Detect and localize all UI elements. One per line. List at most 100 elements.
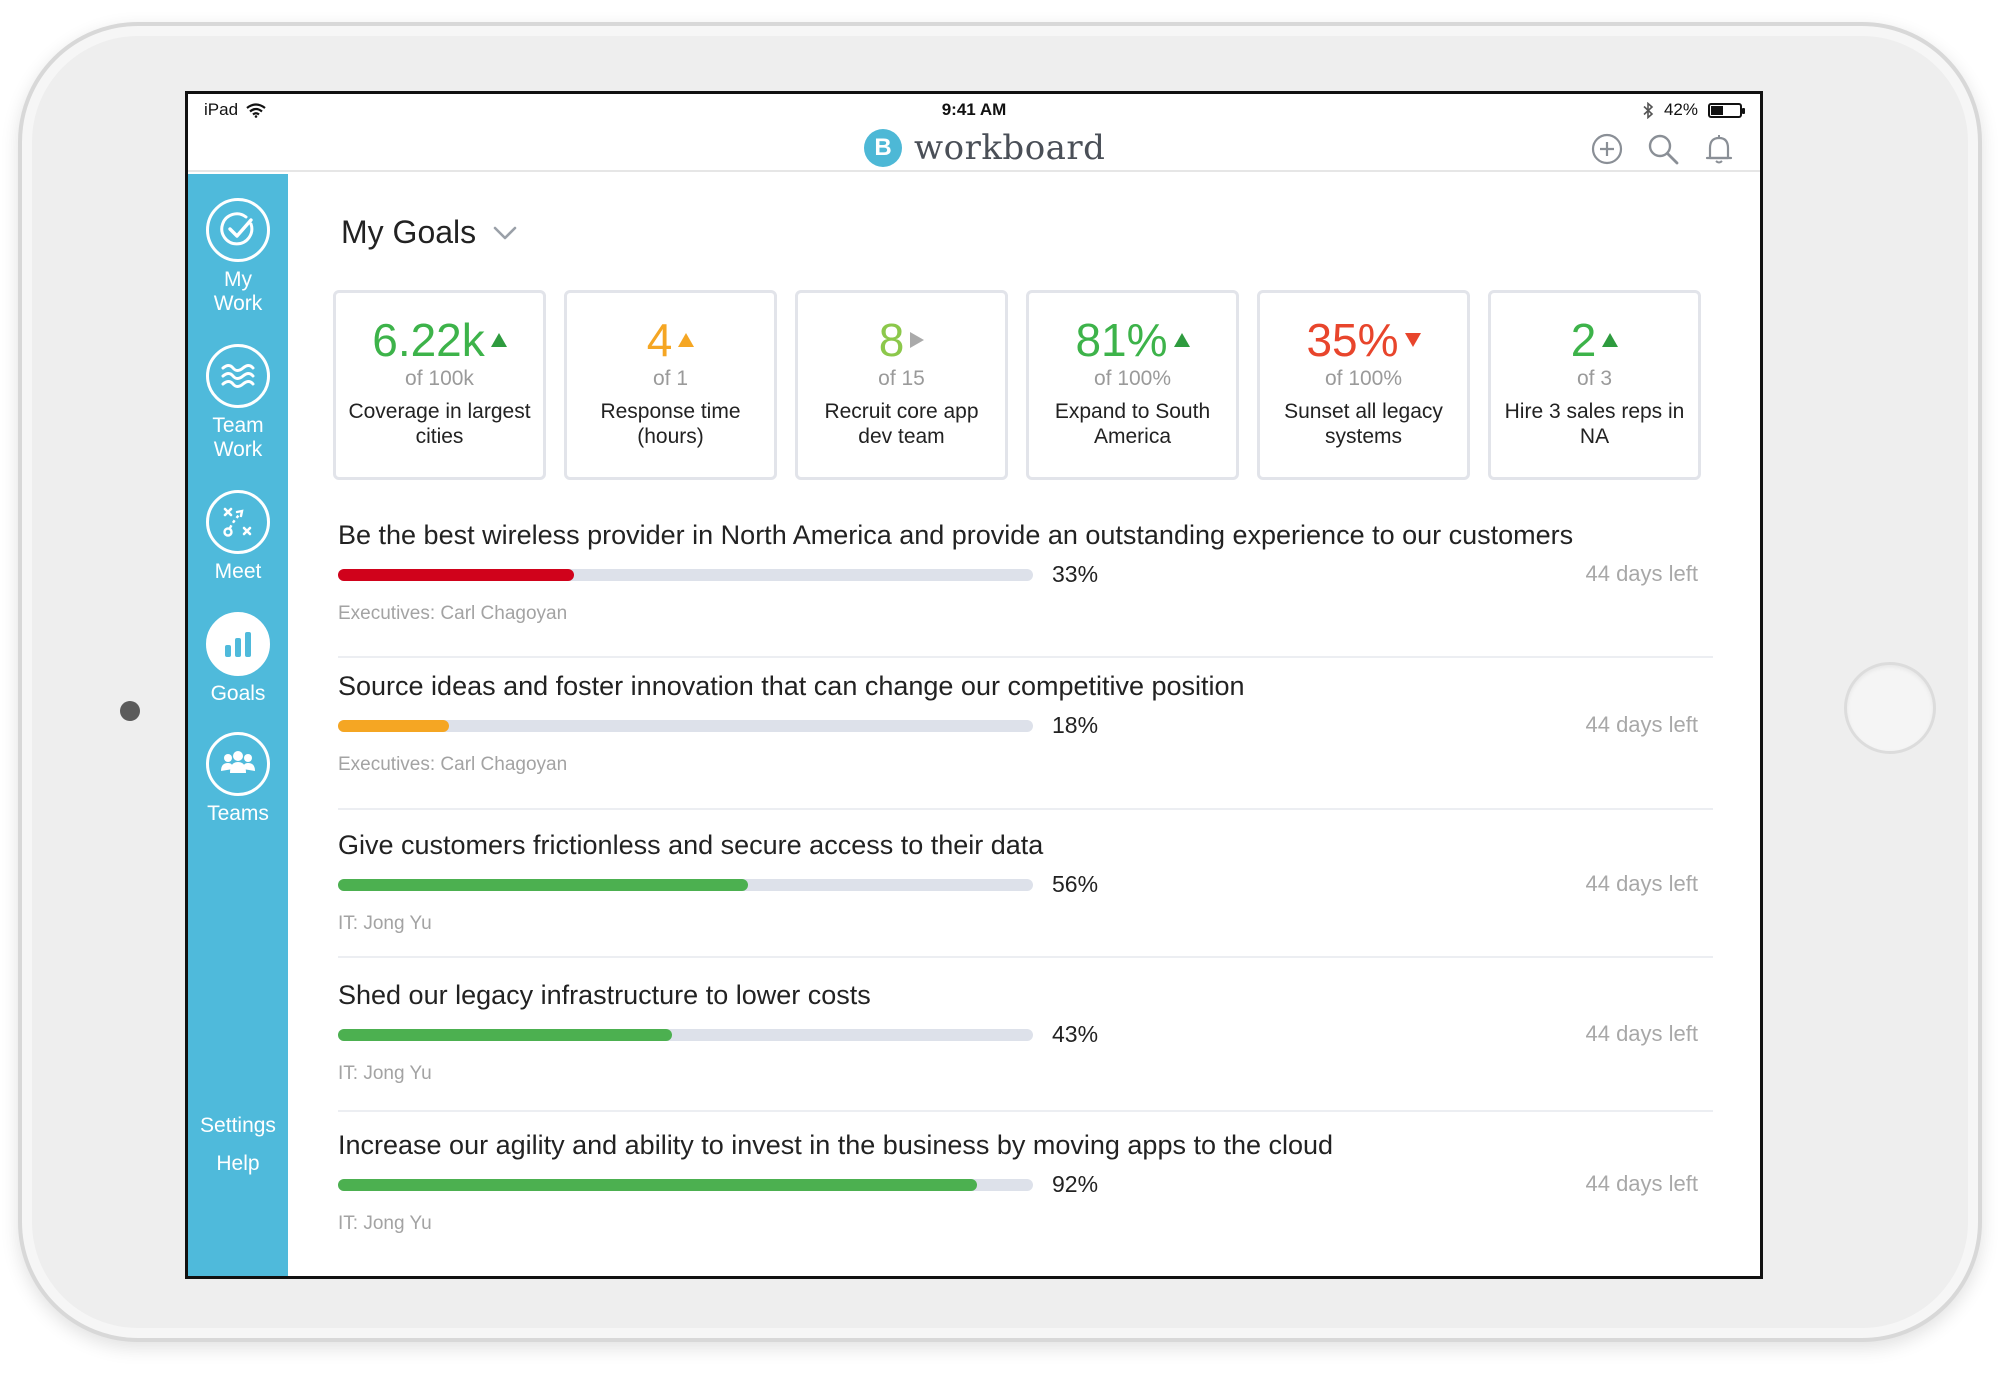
goal-owner: Executives: Carl Chagoyan — [338, 754, 568, 775]
screen: iPad 9:41 AM 42% B workboard — [185, 91, 1763, 1279]
goal-owner: IT: Jong Yu — [338, 913, 432, 934]
progress-fill — [338, 569, 575, 581]
goal-title: Be the best wireless provider in North A… — [338, 520, 1574, 550]
sidebar-item-label: Work — [213, 292, 263, 315]
clock: 9:41 AM — [941, 100, 1007, 119]
goal-row[interactable]: Be the best wireless provider in North A… — [338, 520, 1713, 625]
add-icon[interactable] — [1590, 132, 1624, 166]
metric-card[interactable]: 8 of 15 Recruit core app dev team — [795, 290, 1008, 480]
brand[interactable]: B workboard — [864, 128, 1105, 168]
metric-label: Sunset all legacy systems — [1284, 400, 1443, 448]
days-left: 44 days left — [1585, 871, 1698, 896]
goal-row[interactable]: Increase our agility and ability to inve… — [338, 1130, 1713, 1235]
main-content: My Goals 6.22k of 100k Coverage in large… — [288, 174, 1760, 1276]
goal-percent: 92% — [1052, 1171, 1099, 1197]
sidebar-item-goals[interactable]: Goals — [188, 612, 288, 706]
sidebar-item-label: Teams — [207, 802, 269, 825]
goal-row[interactable]: Give customers frictionless and secure a… — [338, 830, 1713, 935]
battery-percent: 42% — [1663, 100, 1698, 119]
metric-label: Hire 3 sales reps in NA — [1504, 400, 1685, 448]
progress-fill — [338, 1029, 672, 1041]
metric-target: of 3 — [1576, 367, 1613, 390]
sidebar-item-label: Meet — [214, 560, 262, 583]
trend-up-icon — [1173, 333, 1190, 347]
progress-fill — [338, 720, 450, 732]
sidebar-item-my-work[interactable]: My Work — [188, 198, 288, 316]
sidebar-item-label: My — [224, 268, 252, 291]
search-icon[interactable] — [1646, 132, 1680, 166]
goal-row[interactable]: Source ideas and foster innovation that … — [338, 671, 1713, 776]
goal-percent: 33% — [1052, 561, 1099, 587]
trend-right-icon — [910, 332, 925, 348]
sidebar-item-teams[interactable]: Teams — [188, 732, 288, 826]
wifi-icon — [246, 102, 266, 118]
waves-icon — [206, 344, 270, 408]
metric-card[interactable]: 4 of 1 Response time (hours) — [564, 290, 777, 480]
metric-card[interactable]: 81% of 100% Expand to South America — [1026, 290, 1239, 480]
days-left: 44 days left — [1585, 1021, 1698, 1046]
metric-cards: 6.22k of 100k Coverage in largest cities… — [333, 290, 1701, 480]
goal-row[interactable]: Shed our legacy infrastructure to lower … — [338, 980, 1713, 1085]
goal-percent: 43% — [1052, 1021, 1099, 1047]
metric-target: of 15 — [878, 367, 925, 390]
metric-value: 8 — [878, 314, 905, 366]
metric-card[interactable]: 2 of 3 Hire 3 sales reps in NA — [1488, 290, 1701, 480]
progress-bar — [338, 569, 1033, 581]
progress-bar — [338, 879, 1033, 891]
trend-up-icon — [1602, 333, 1619, 347]
people-icon — [206, 732, 270, 796]
workboard-logo-icon: B — [864, 129, 902, 167]
home-button[interactable] — [1844, 662, 1936, 754]
days-left: 44 days left — [1585, 1171, 1698, 1196]
goals-dropdown[interactable]: My Goals — [341, 214, 518, 251]
metric-label: Expand to South America — [1054, 400, 1211, 448]
sidebar-item-label: Team — [212, 414, 264, 437]
metric-label: Response time (hours) — [600, 400, 741, 448]
progress-fill — [338, 879, 749, 891]
help-link[interactable]: Help — [216, 1152, 260, 1175]
metric-target: of 100% — [1093, 367, 1172, 390]
page-title: My Goals — [341, 214, 477, 250]
sidebar-item-label: Goals — [210, 682, 266, 705]
divider — [338, 956, 1713, 958]
trend-up-icon — [490, 333, 507, 347]
battery-icon — [1708, 102, 1745, 118]
bell-icon[interactable] — [1702, 132, 1736, 166]
bluetooth-icon — [1643, 101, 1654, 119]
app-name: workboard — [914, 128, 1106, 168]
days-left: 44 days left — [1585, 561, 1698, 586]
sidebar-item-meet[interactable]: Meet — [188, 490, 288, 584]
progress-bar — [338, 1179, 1033, 1191]
metric-label: Coverage in largest cities — [348, 400, 531, 448]
progress-fill — [338, 1179, 978, 1191]
metric-card[interactable]: 35% of 100% Sunset all legacy systems — [1257, 290, 1470, 480]
strategy-icon — [206, 490, 270, 554]
metric-target: of 100k — [405, 367, 474, 390]
metric-card[interactable]: 6.22k of 100k Coverage in largest cities — [333, 290, 546, 480]
divider — [338, 808, 1713, 810]
goal-percent: 18% — [1052, 712, 1099, 738]
device-name: iPad — [204, 100, 239, 119]
app-header: B workboard — [188, 124, 1760, 172]
sidebar-item-label: Work — [213, 438, 263, 461]
goal-title: Give customers frictionless and secure a… — [338, 830, 1044, 860]
sidebar-item-team-work[interactable]: Team Work — [188, 344, 288, 462]
metric-target: of 100% — [1324, 367, 1403, 390]
progress-bar — [338, 720, 1033, 732]
days-left: 44 days left — [1585, 712, 1698, 737]
goal-owner: IT: Jong Yu — [338, 1063, 432, 1084]
check-circle-icon — [206, 198, 270, 262]
metric-value: 81% — [1075, 314, 1168, 366]
sidebar: My Work Team Work — [188, 174, 288, 1276]
chevron-down-icon — [493, 226, 517, 239]
metric-value: 2 — [1570, 314, 1597, 366]
goal-percent: 56% — [1052, 871, 1099, 897]
settings-link[interactable]: Settings — [200, 1114, 276, 1137]
goal-title: Increase our agility and ability to inve… — [338, 1130, 1334, 1160]
divider — [338, 656, 1713, 658]
trend-up-icon — [678, 333, 695, 347]
bar-chart-icon — [206, 612, 270, 676]
metric-value: 4 — [646, 314, 673, 366]
metric-value: 35% — [1306, 314, 1399, 366]
goal-owner: IT: Jong Yu — [338, 1213, 432, 1234]
